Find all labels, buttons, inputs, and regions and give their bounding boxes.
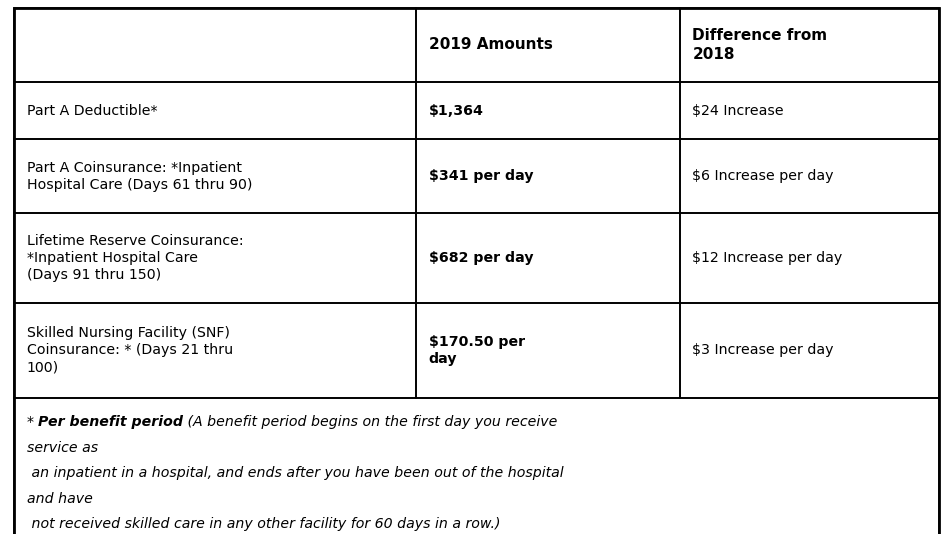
Bar: [679, 82, 938, 139]
Text: Part A Coinsurance: *Inpatient
Hospital Care (Days 61 thru 90): Part A Coinsurance: *Inpatient Hospital …: [27, 161, 251, 192]
Bar: [14, 398, 938, 534]
Bar: [416, 213, 679, 303]
Text: Part A Deductible*: Part A Deductible*: [27, 104, 157, 117]
Text: Difference from
2018: Difference from 2018: [691, 28, 826, 61]
Text: $1,364: $1,364: [428, 104, 484, 117]
Text: $12 Increase per day: $12 Increase per day: [691, 251, 842, 265]
Text: not received skilled care in any other facility for 60 days in a row.): not received skilled care in any other f…: [27, 517, 500, 531]
Text: *: *: [27, 415, 38, 429]
Bar: [416, 139, 679, 213]
Text: 2019 Amounts: 2019 Amounts: [428, 37, 552, 52]
Bar: [14, 82, 416, 139]
Text: $24 Increase: $24 Increase: [691, 104, 783, 117]
Bar: [679, 139, 938, 213]
Text: $170.50 per
day: $170.50 per day: [428, 335, 525, 366]
Bar: [416, 82, 679, 139]
Bar: [679, 8, 938, 82]
Text: $3 Increase per day: $3 Increase per day: [691, 343, 833, 357]
Bar: [416, 8, 679, 82]
Text: $682 per day: $682 per day: [428, 251, 533, 265]
Bar: [679, 213, 938, 303]
Text: Per benefit period: Per benefit period: [38, 415, 183, 429]
Text: $6 Increase per day: $6 Increase per day: [691, 169, 833, 183]
Bar: [14, 139, 416, 213]
Bar: [14, 213, 416, 303]
Text: $341 per day: $341 per day: [428, 169, 533, 183]
Bar: [416, 303, 679, 398]
Bar: [14, 8, 416, 82]
Bar: [679, 303, 938, 398]
Text: Skilled Nursing Facility (SNF)
Coinsurance: * (Days 21 thru
100): Skilled Nursing Facility (SNF) Coinsuran…: [27, 326, 232, 375]
Text: (A benefit period begins on the first day you receive: (A benefit period begins on the first da…: [183, 415, 557, 429]
Text: Lifetime Reserve Coinsurance:
*Inpatient Hospital Care
(Days 91 thru 150): Lifetime Reserve Coinsurance: *Inpatient…: [27, 233, 243, 282]
Bar: [14, 303, 416, 398]
Text: and have: and have: [27, 492, 92, 506]
Text: service as: service as: [27, 441, 98, 454]
Text: an inpatient in a hospital, and ends after you have been out of the hospital: an inpatient in a hospital, and ends aft…: [27, 466, 563, 480]
